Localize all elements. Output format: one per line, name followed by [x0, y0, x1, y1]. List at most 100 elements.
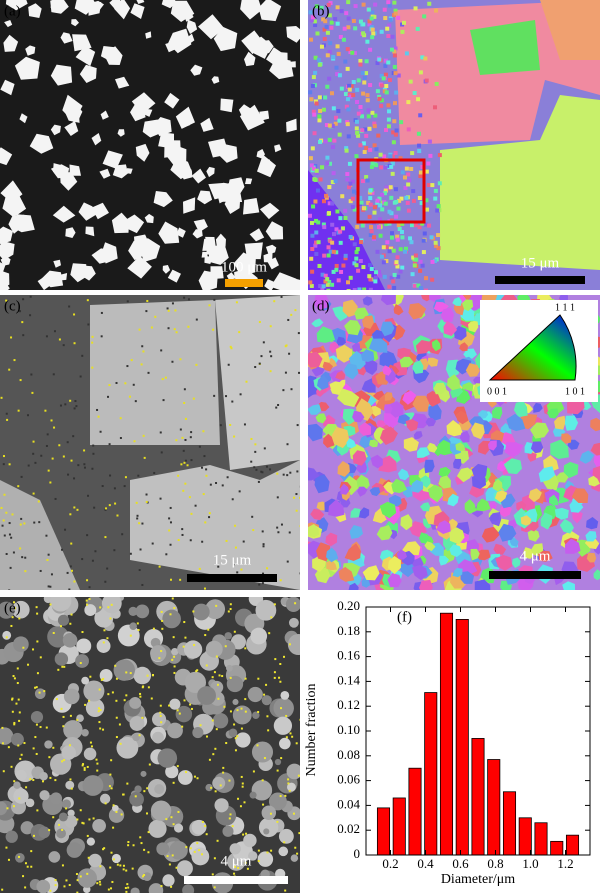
- boundary-dot: [111, 691, 114, 694]
- boundary-dot: [262, 572, 265, 575]
- boundary-dot: [273, 603, 276, 606]
- boundary-dot: [47, 553, 50, 556]
- boundary-dot: [34, 736, 37, 739]
- boundary-dot: [213, 671, 216, 674]
- boundary-dot: [20, 753, 23, 756]
- boundary-dot: [233, 872, 236, 875]
- boundary-dot: [96, 769, 99, 772]
- boundary-dot: [234, 524, 237, 527]
- boundary-dot: [19, 379, 22, 382]
- grain: [368, 202, 373, 207]
- boundary-dot: [227, 363, 230, 366]
- grain: [191, 847, 210, 866]
- particle: [243, 198, 260, 215]
- particle: [19, 113, 28, 124]
- grain: [399, 356, 414, 368]
- grain: [361, 141, 366, 146]
- boundary-dot: [81, 354, 84, 357]
- grain: [411, 198, 416, 203]
- boundary-dot: [96, 408, 99, 411]
- grain: [399, 229, 404, 234]
- boundary-dot: [280, 523, 283, 526]
- particle: [115, 76, 130, 89]
- grain: [367, 263, 372, 268]
- boundary-dot: [143, 790, 146, 793]
- boundary-dot: [299, 525, 300, 528]
- boundary-dot: [258, 583, 261, 586]
- grain: [396, 274, 401, 279]
- boundary-dot: [231, 825, 234, 828]
- boundary-dot: [244, 677, 247, 680]
- boundary-dot: [183, 699, 186, 702]
- boundary-dot: [18, 711, 21, 714]
- boundary-dot: [158, 565, 161, 568]
- grain: [309, 18, 314, 23]
- grain: [389, 195, 394, 200]
- boundary-dot: [145, 493, 148, 496]
- grain: [290, 854, 299, 862]
- boundary-dot: [18, 617, 21, 620]
- particle: [28, 3, 42, 19]
- grain: [416, 97, 421, 102]
- boundary-dot: [175, 439, 178, 442]
- grain: [129, 791, 144, 807]
- grain: [362, 296, 373, 306]
- grain: [562, 581, 576, 590]
- grain: [395, 234, 400, 239]
- grain: [554, 415, 566, 430]
- boundary-dot: [262, 341, 265, 344]
- boundary-dot: [30, 865, 33, 868]
- grain: [360, 114, 365, 119]
- grain: [498, 523, 517, 542]
- grain: [84, 604, 97, 617]
- particle: [269, 57, 294, 80]
- grain: [420, 221, 425, 226]
- grain: [447, 493, 459, 507]
- grain: [169, 698, 181, 710]
- boundary-dot: [159, 704, 162, 707]
- grain: [13, 636, 29, 653]
- grain: [346, 25, 351, 30]
- grain: [318, 284, 323, 289]
- boundary-dot: [147, 686, 150, 689]
- grain: [287, 782, 296, 792]
- boundary-dot: [142, 685, 145, 688]
- boundary-dot: [17, 409, 20, 412]
- boundary-dot: [175, 331, 178, 334]
- boundary-dot: [112, 858, 115, 861]
- boundary-dot: [279, 680, 282, 683]
- scale-bar: [184, 876, 288, 884]
- grain: [335, 44, 340, 49]
- boundary-dot: [83, 466, 86, 469]
- boundary-dot: [35, 723, 38, 726]
- grain: [148, 883, 164, 893]
- grain: [214, 798, 229, 813]
- boundary-dot: [31, 391, 34, 394]
- boundary-dot: [99, 883, 102, 886]
- grain: [440, 307, 455, 323]
- grain: [370, 10, 375, 15]
- boundary-dot: [146, 299, 149, 302]
- grain: [428, 403, 442, 422]
- boundary-dot: [124, 887, 127, 890]
- grain: [504, 442, 524, 458]
- grain: [148, 819, 167, 838]
- boundary-dot: [209, 483, 212, 486]
- boundary-dot: [66, 441, 69, 444]
- grain: [308, 524, 319, 538]
- boundary-dot: [3, 493, 6, 496]
- grain: [437, 153, 442, 158]
- boundary-dot: [134, 795, 137, 798]
- grain: [328, 249, 333, 254]
- grain: [334, 115, 339, 120]
- boundary-dot: [126, 883, 129, 886]
- grain: [258, 817, 279, 838]
- boundary-dot: [208, 512, 211, 515]
- particle: [109, 0, 123, 11]
- boundary-dot: [276, 820, 279, 823]
- boundary-dot: [107, 888, 110, 891]
- boundary-dot: [168, 517, 171, 520]
- grain: [324, 24, 329, 29]
- grain: [360, 349, 375, 362]
